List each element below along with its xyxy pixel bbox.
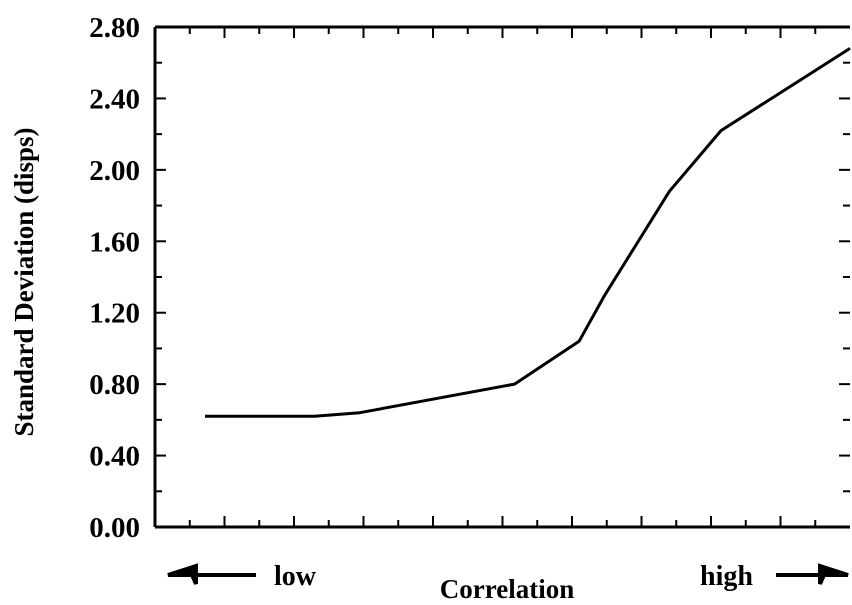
y-tick-label: 0.80 [89, 369, 140, 401]
series-line-1 [205, 47, 851, 418]
left-arrow-icon [167, 563, 256, 585]
y-axis-tick-labels: 0.00 0.40 0.80 1.20 1.60 2.00 2.40 2.80 [89, 12, 140, 544]
x-axis-title: Correlation [440, 574, 574, 604]
y-tick-label: 0.40 [89, 441, 140, 473]
y-axis-title: Standard Deviation (disps) [9, 127, 39, 436]
y-tick-label: 0.00 [89, 512, 140, 544]
x-axis-ticks [188, 27, 817, 527]
series-layer [205, 47, 851, 418]
y-tick-label: 2.80 [89, 12, 140, 44]
y-axis-ticks [155, 26, 850, 528]
y-tick-label: 1.60 [89, 226, 140, 258]
low-label: low [274, 561, 317, 592]
y-tick-label: 1.20 [89, 298, 140, 330]
plot-frame [153, 25, 850, 529]
right-arrow-icon [776, 563, 849, 585]
low-direction-indicator: low [167, 561, 317, 592]
high-direction-indicator: high [700, 561, 849, 592]
y-tick-label: 2.40 [89, 83, 140, 115]
high-label: high [700, 561, 753, 592]
y-tick-label: 2.00 [89, 155, 140, 187]
